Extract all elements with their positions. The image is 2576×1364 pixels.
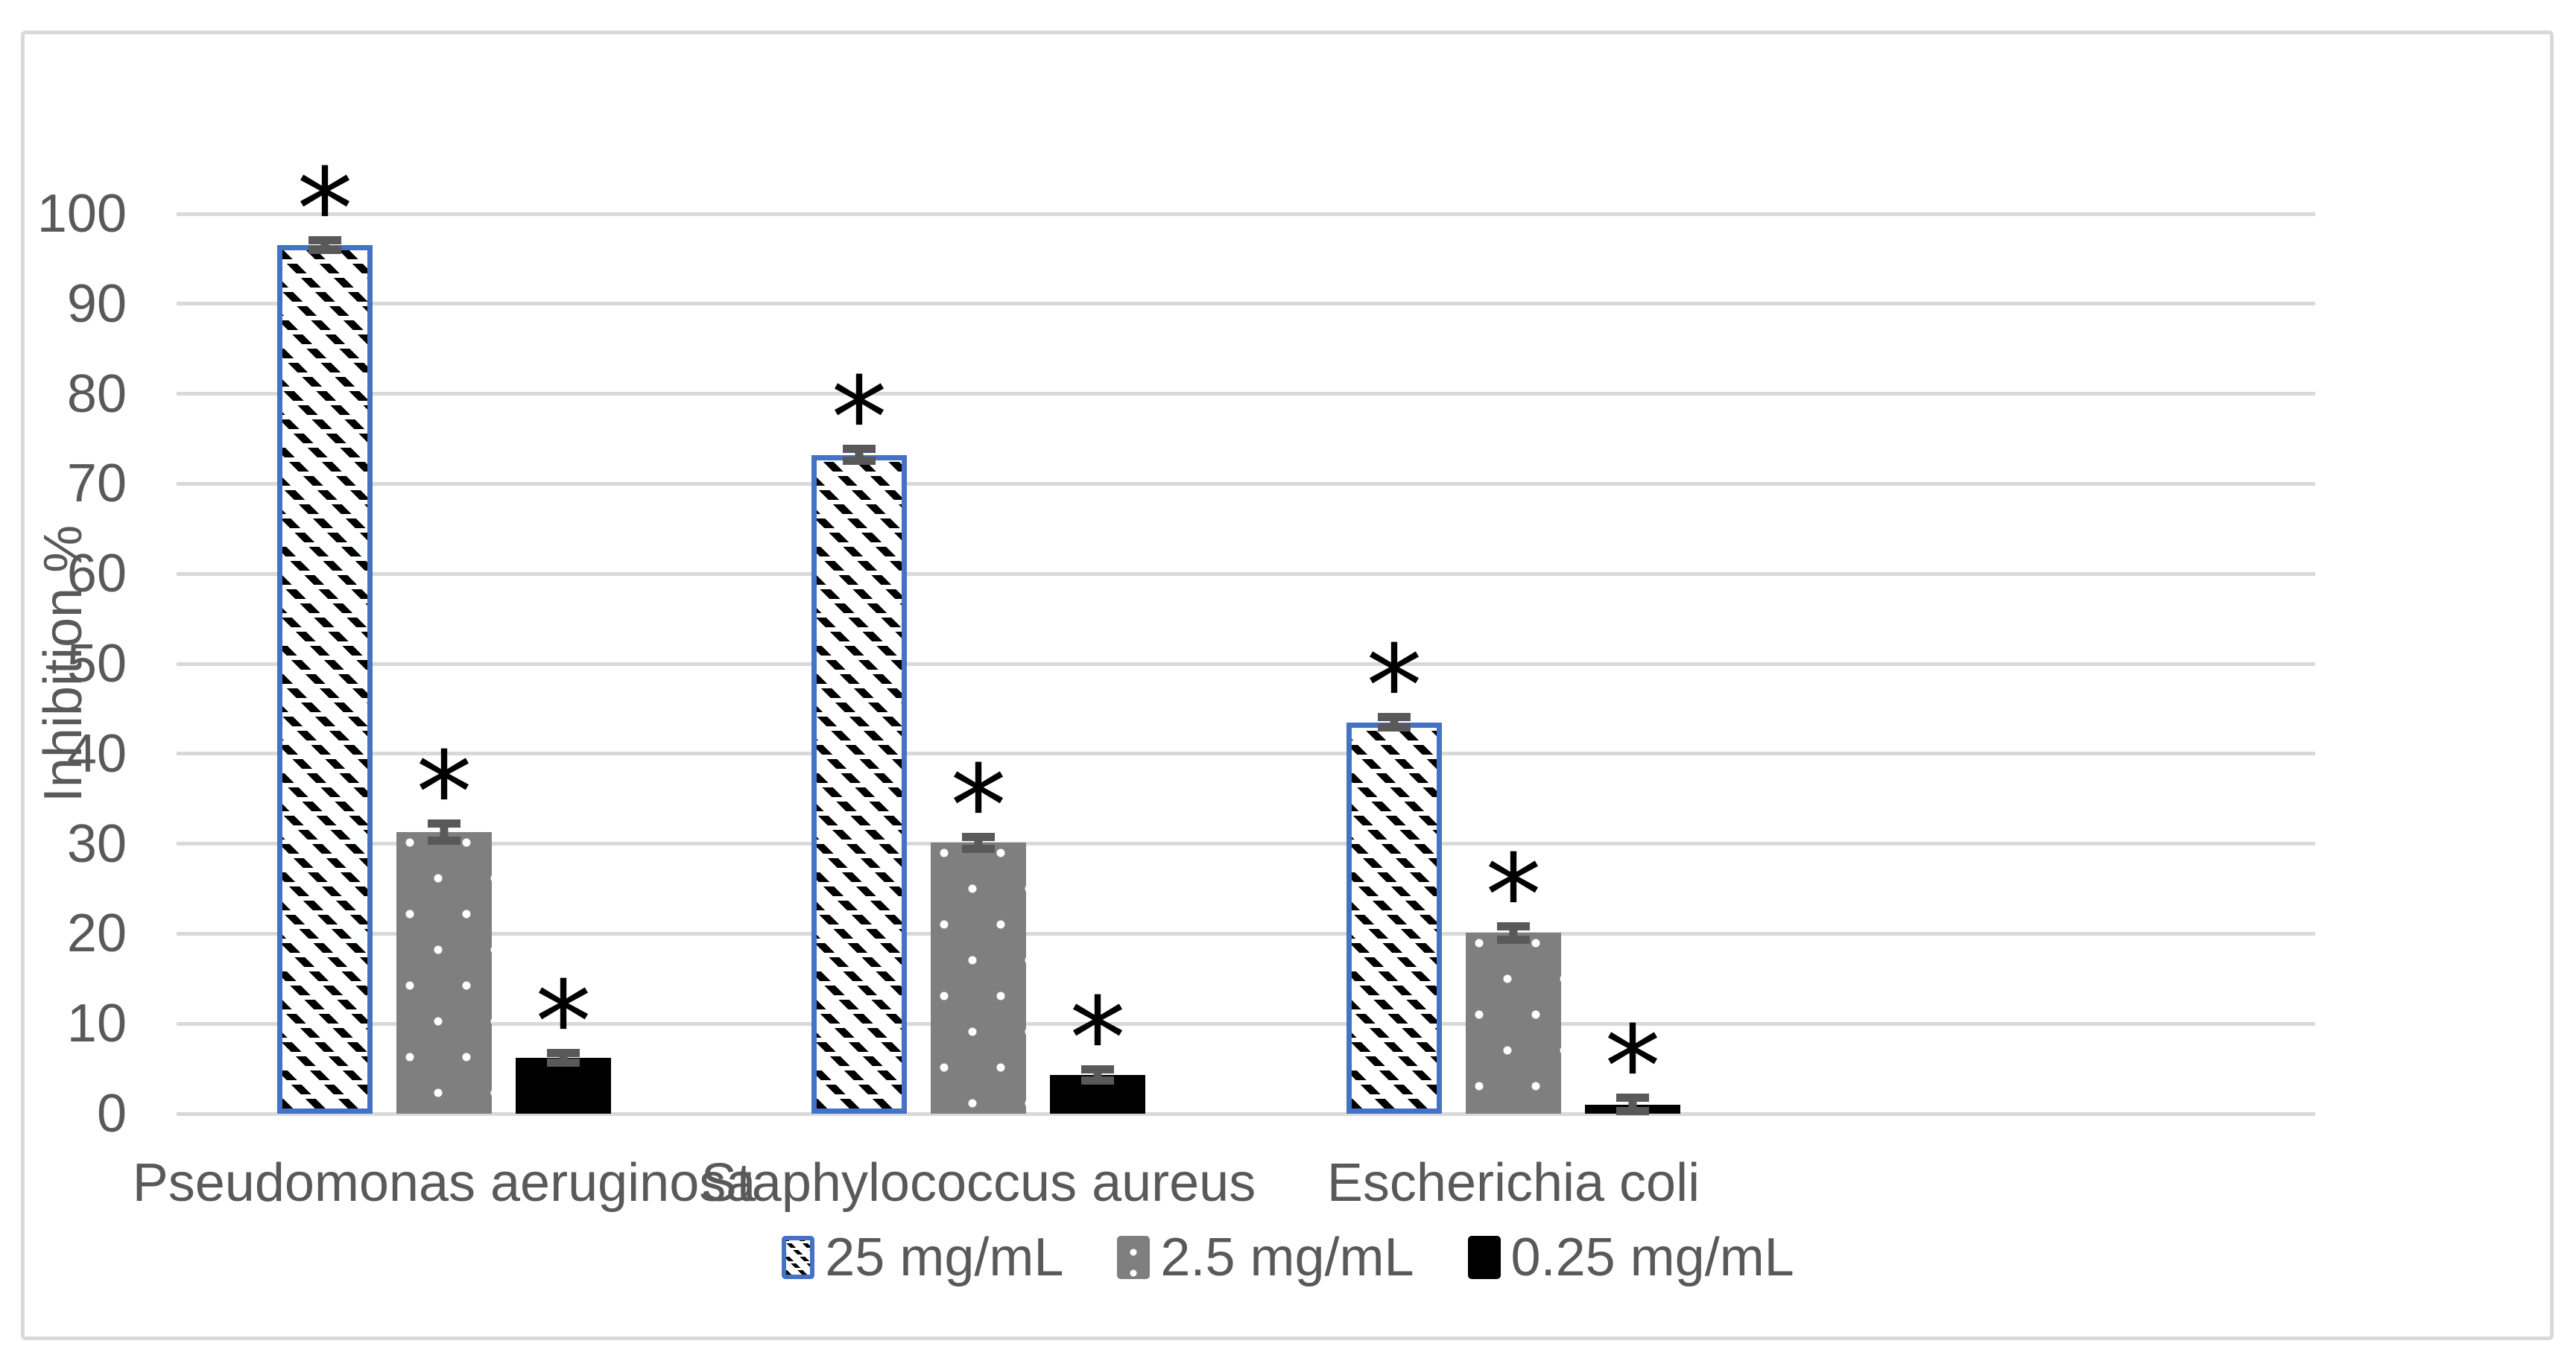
gridline	[177, 842, 2315, 846]
y-tick-label: 60	[66, 544, 127, 604]
error-bar-cap	[1081, 1065, 1114, 1073]
error-bar	[308, 236, 341, 255]
error-bar-stem	[1628, 1094, 1637, 1116]
category-label: Staphylococcus aureus	[700, 1153, 1256, 1213]
significance-asterisk: *	[1069, 974, 1126, 1104]
significance-asterisk: *	[416, 728, 472, 858]
error-bar-stem	[440, 819, 449, 845]
category-label: Pseudomonas aeruginosa	[132, 1153, 756, 1213]
significance-asterisk: *	[1485, 831, 1542, 961]
y-tick-label: 10	[66, 994, 127, 1054]
error-bar-cap	[962, 833, 995, 842]
error-bar-cap	[1378, 723, 1411, 732]
error-bar-cap	[843, 457, 876, 466]
y-tick-label: 30	[66, 813, 127, 874]
error-bar-cap	[308, 236, 341, 245]
error-bar-stem	[974, 833, 983, 853]
error-bar-cap	[547, 1059, 580, 1068]
error-bar-cap	[1616, 1094, 1649, 1103]
error-bar-cap	[308, 246, 341, 255]
error-bar	[1616, 1094, 1649, 1116]
significance-asterisk: *	[297, 145, 353, 276]
error-bar-stem	[1390, 713, 1399, 732]
y-tick-label: 70	[66, 454, 127, 514]
error-bar-stem	[559, 1049, 568, 1068]
significance-asterisk: *	[1604, 1003, 1661, 1133]
legend-label: 25 mg/mL	[825, 1228, 1064, 1287]
bar-25mgmL-cat0	[277, 245, 373, 1114]
legend-item: 2.5 mg/mL	[1117, 1223, 1414, 1292]
y-tick-label: 0	[96, 1084, 127, 1143]
gridline	[177, 1021, 2315, 1026]
error-bar	[1378, 713, 1411, 732]
bar-25mgmL-cat0	[396, 831, 492, 1114]
error-bar-cap	[1497, 935, 1530, 944]
legend-label: 2.5 mg/mL	[1160, 1228, 1414, 1287]
gridline	[177, 752, 2315, 756]
error-bar-cap	[1497, 922, 1530, 930]
y-axis-title: Inhibition %	[34, 524, 93, 803]
significance-asterisk: *	[950, 742, 1007, 872]
category-label: Escherichia coli	[1326, 1153, 1700, 1213]
y-tick-label: 50	[66, 634, 127, 694]
error-bar-cap	[547, 1049, 580, 1058]
error-bar-cap	[1378, 713, 1411, 722]
error-bar	[1081, 1065, 1114, 1085]
gridline	[177, 931, 2315, 936]
significance-asterisk: *	[535, 958, 592, 1088]
error-bar-stem	[320, 236, 329, 255]
error-bar	[843, 445, 876, 466]
gridline	[177, 1111, 2315, 1116]
legend-marker-white-dots	[1117, 1236, 1151, 1279]
error-bar	[428, 819, 461, 845]
gridline	[177, 481, 2315, 486]
error-bar-cap	[428, 819, 461, 828]
error-bar-cap	[843, 445, 876, 454]
y-tick-label: 40	[66, 723, 127, 784]
error-bar	[547, 1049, 580, 1068]
bar-25mgmL-cat2	[1466, 933, 1561, 1114]
y-tick-label: 80	[66, 364, 127, 424]
error-bar-cap	[1081, 1076, 1114, 1085]
bar-25mgmL-cat1	[811, 454, 907, 1114]
y-tick-label: 20	[66, 904, 127, 964]
legend: 25 mg/mL 2.5 mg/mL 0.25 mg/mL	[0, 1223, 2576, 1298]
error-bar-stem	[1509, 922, 1518, 944]
legend-label: 0.25 mg/mL	[1510, 1228, 1794, 1287]
significance-asterisk: *	[1366, 622, 1423, 752]
gridline	[177, 571, 2315, 576]
legend-marker-solid	[1467, 1236, 1501, 1279]
bar-025mgmL-cat0	[516, 1058, 611, 1114]
error-bar-cap	[1616, 1107, 1649, 1116]
gridline	[177, 662, 2315, 666]
error-bar	[962, 833, 995, 853]
gridline	[177, 212, 2315, 216]
legend-marker-diagonal-hatch	[782, 1236, 815, 1279]
y-tick-label: 90	[66, 273, 127, 334]
figure-border	[21, 31, 2554, 1340]
error-bar-stem	[855, 445, 864, 466]
legend-item: 25 mg/mL	[782, 1223, 1063, 1292]
error-bar-cap	[962, 844, 995, 853]
y-tick-label: 100	[37, 184, 127, 244]
bar-25mgmL-cat2	[1346, 722, 1442, 1114]
bar-25mgmL-cat1	[931, 843, 1026, 1114]
gridline	[177, 302, 2315, 306]
gridline	[177, 392, 2315, 396]
error-bar-cap	[428, 836, 461, 845]
legend-item: 0.25 mg/mL	[1467, 1223, 1794, 1292]
significance-asterisk: *	[831, 354, 887, 484]
error-bar	[1497, 922, 1530, 944]
error-bar-stem	[1093, 1065, 1102, 1085]
